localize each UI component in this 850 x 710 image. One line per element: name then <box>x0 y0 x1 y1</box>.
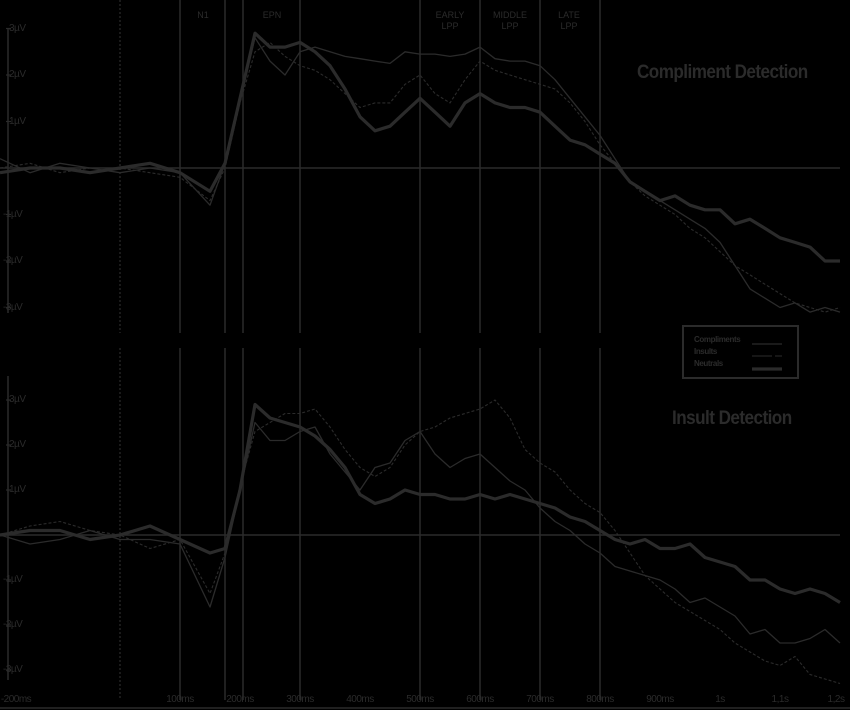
x-tick-label: 800ms <box>586 694 614 705</box>
y-tick-label: -3µV <box>3 301 23 313</box>
x-tick-label: 1,2s <box>827 694 845 705</box>
y-tick-label: 1µV <box>9 484 26 495</box>
y-tick-label: 1µV <box>9 115 26 127</box>
x-tick-label: 200ms <box>226 694 254 705</box>
window-label-epn: EPN <box>262 10 282 20</box>
x-tick-label: -200ms <box>0 694 32 705</box>
window-label-n1: N1 <box>197 10 209 20</box>
x-tick-label: 700ms <box>526 694 554 705</box>
erp-curve-neutrals <box>0 31 840 263</box>
x-tick-label: 300ms <box>286 694 314 705</box>
panel-title-compliment-detection: Compliment Detection <box>637 62 808 83</box>
legend-label-neutrals: Neutrals <box>694 359 723 368</box>
legend: Compliments Insults Neutrals <box>682 325 799 379</box>
x-tick-label: 400ms <box>346 694 374 705</box>
erp-curve-insults <box>0 399 841 685</box>
x-tick-label: 600ms <box>466 694 494 705</box>
x-tick-label: 100ms <box>166 694 194 705</box>
panel-title-insult-detection: Insult Detection <box>672 408 792 429</box>
window-label-late-line1: LATE <box>558 10 580 20</box>
erp-curve-neutrals <box>0 402 841 604</box>
erp-curve-compliments <box>0 421 841 644</box>
window-label-early-line2: LPP <box>441 21 459 31</box>
window-label-early-lpp: EARLY LPP <box>436 10 465 32</box>
y-tick-label: -2µV <box>3 255 23 266</box>
y-tick-label: -1µV <box>3 574 23 585</box>
y-tick-label: 2µV <box>9 69 26 80</box>
window-label-late-line2: LPP <box>560 21 578 31</box>
legend-label-compliments: Compliments <box>694 335 741 344</box>
y-tick-label: 3µV <box>9 22 26 34</box>
window-label-middle-lpp: MIDDLE LPP <box>493 10 527 32</box>
window-label-early-line1: EARLY <box>435 10 465 20</box>
y-tick-label: 3µV <box>9 394 26 405</box>
x-tick-label: 1s <box>715 694 725 705</box>
x-tick-label: 900ms <box>646 694 674 705</box>
y-tick-label: -3µV <box>3 664 23 675</box>
y-tick-label: 2µV <box>9 439 26 450</box>
y-tick-label: -2µV <box>3 619 23 630</box>
x-tick-label: 1,1s <box>771 694 789 705</box>
x-tick-label: 500ms <box>406 694 434 705</box>
y-tick-label: -1µV <box>3 208 23 220</box>
window-label-middle-line1: MIDDLE <box>492 10 528 20</box>
window-label-late-lpp: LATE LPP <box>558 10 580 32</box>
legend-label-insults: Insults <box>694 347 717 356</box>
window-label-middle-line2: LPP <box>501 21 519 31</box>
